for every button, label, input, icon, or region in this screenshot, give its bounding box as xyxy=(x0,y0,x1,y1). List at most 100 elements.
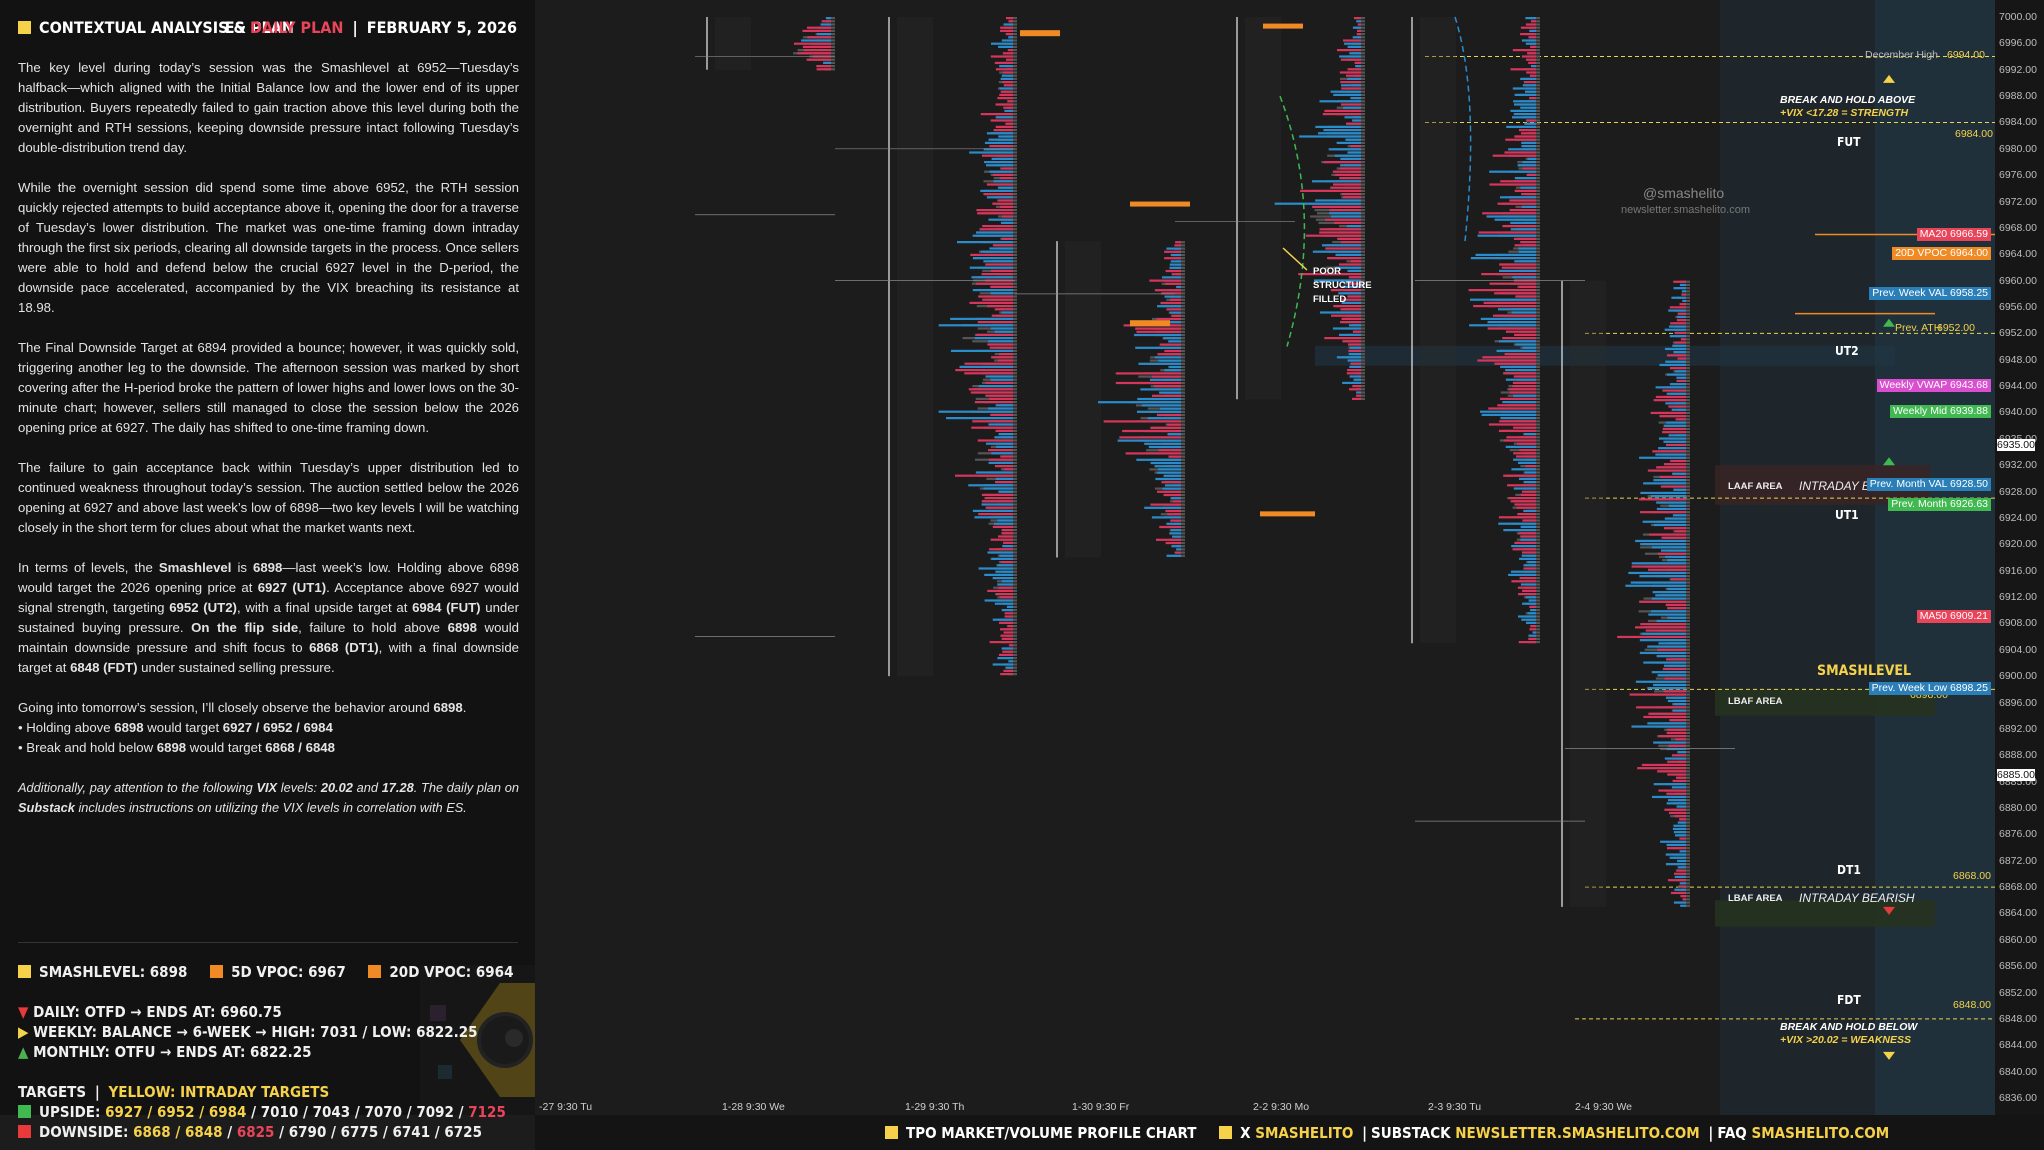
delta-bar xyxy=(1653,399,1686,402)
delta-bar xyxy=(969,301,1013,304)
delta-bar xyxy=(1518,129,1536,132)
delta-bar xyxy=(1322,113,1361,116)
delta-bar xyxy=(983,148,1013,151)
delta-bar xyxy=(1658,789,1686,792)
volume-bar xyxy=(1010,612,1017,615)
delta-bar xyxy=(1003,84,1013,87)
delta-bar xyxy=(1671,786,1686,789)
delta-bar xyxy=(1163,474,1181,477)
delta-bar xyxy=(1521,618,1536,621)
delta-bar xyxy=(1125,452,1181,455)
delta-bar xyxy=(1098,401,1181,404)
delta-bar xyxy=(1680,904,1686,907)
delta-bar xyxy=(1662,431,1686,434)
delta-bar xyxy=(1167,513,1181,516)
delta-bar xyxy=(974,401,1013,404)
delta-bar xyxy=(1170,529,1181,532)
delta-bar xyxy=(1675,418,1686,421)
delta-bar xyxy=(1341,87,1361,90)
delta-bar xyxy=(1489,183,1536,186)
delta-bar xyxy=(1298,273,1361,276)
delta-bar xyxy=(1151,516,1181,519)
delta-bar xyxy=(995,570,1013,573)
delta-bar xyxy=(990,285,1013,288)
delta-bar xyxy=(1315,199,1361,202)
delta-bar xyxy=(1164,349,1181,353)
delta-bar xyxy=(1001,39,1013,42)
price-tick-label: 6860.00 xyxy=(1999,933,2037,946)
delta-bar xyxy=(1154,465,1181,468)
poc-marker xyxy=(1260,511,1315,517)
volume-bar xyxy=(1359,391,1365,394)
x-handle-link[interactable]: SMASHELITO xyxy=(1255,1124,1354,1142)
delta-bar xyxy=(984,161,1013,164)
delta-bar xyxy=(1666,731,1686,735)
delta-bar xyxy=(991,557,1013,560)
delta-bar xyxy=(1508,573,1536,576)
price-tick-label: 6908.00 xyxy=(1999,617,2037,630)
delta-bar xyxy=(1641,763,1686,767)
delta-bar xyxy=(1137,397,1181,401)
delta-bar xyxy=(823,61,831,64)
delta-bar xyxy=(1662,427,1686,431)
delta-bar xyxy=(990,55,1013,58)
delta-bar xyxy=(1669,383,1686,386)
price-tick-label: 7000.00 xyxy=(1999,11,2037,23)
delta-bar xyxy=(1678,885,1686,888)
delta-bar xyxy=(1526,71,1536,74)
delta-bar xyxy=(1000,29,1013,32)
volume-bar xyxy=(1011,631,1017,634)
delta-bar xyxy=(998,653,1013,656)
delta-bar xyxy=(1508,388,1536,391)
volume-bar xyxy=(1534,637,1540,640)
delta-bar xyxy=(981,493,1013,496)
product-label: ES xyxy=(224,18,245,37)
delta-bar xyxy=(1668,811,1686,815)
delta-bar xyxy=(1666,658,1686,661)
delta-bar xyxy=(1329,209,1361,212)
delta-bar xyxy=(1350,260,1361,263)
price-axis[interactable]: 7000.00 6996.00 6992.00 6988.00 6984.00 6980.… xyxy=(1995,0,2044,1115)
delta-bar xyxy=(1673,703,1686,706)
delta-bar xyxy=(1002,637,1013,640)
yellow-square-icon xyxy=(1219,1126,1233,1139)
substack-link[interactable]: NEWSLETTER.SMASHELITO.COM xyxy=(1455,1124,1700,1142)
delta-bar xyxy=(1482,212,1536,215)
price-tag: Prev. Week VAL 6958.25 xyxy=(1869,286,1991,300)
delta-bar xyxy=(1147,417,1181,420)
delta-bar xyxy=(1653,683,1686,687)
delta-bar xyxy=(1513,237,1536,240)
delta-bar xyxy=(1640,543,1686,546)
poc-marker xyxy=(1130,201,1190,207)
delta-bar xyxy=(1168,340,1181,343)
delta-bar xyxy=(981,500,1013,503)
delta-bar xyxy=(997,535,1013,538)
chart-canvas xyxy=(695,0,1995,1115)
delta-bar xyxy=(1517,513,1536,516)
delta-bar xyxy=(1631,565,1686,568)
delta-bar xyxy=(985,375,1013,378)
delta-bar xyxy=(1008,660,1013,663)
delta-bar xyxy=(1643,482,1686,485)
tpo-letter-column xyxy=(1065,241,1101,558)
delta-bar xyxy=(1508,148,1536,151)
delta-bar xyxy=(1164,369,1181,372)
delta-bar xyxy=(816,68,831,71)
price-tick-label: 6968.00 xyxy=(1999,221,2037,234)
delta-bar xyxy=(1666,847,1686,850)
volume-bar xyxy=(1359,20,1365,23)
delta-bar xyxy=(1640,623,1686,626)
delta-bar xyxy=(1668,309,1686,312)
delta-bar xyxy=(1475,253,1536,256)
delta-bar xyxy=(972,420,1013,423)
faq-link[interactable]: SMASHELITO.COM xyxy=(1751,1124,1890,1142)
delta-bar xyxy=(1532,631,1536,634)
delta-bar xyxy=(1523,509,1536,512)
delta-bar xyxy=(990,269,1013,272)
delta-bar xyxy=(1333,93,1361,96)
delta-bar xyxy=(1000,77,1013,80)
tpo-chart[interactable]: December High 6994.00 BREAK AND HOLD ABO… xyxy=(535,0,1995,1115)
delta-bar xyxy=(1657,770,1686,773)
delta-bar xyxy=(1667,616,1686,619)
delta-bar xyxy=(1342,381,1361,384)
